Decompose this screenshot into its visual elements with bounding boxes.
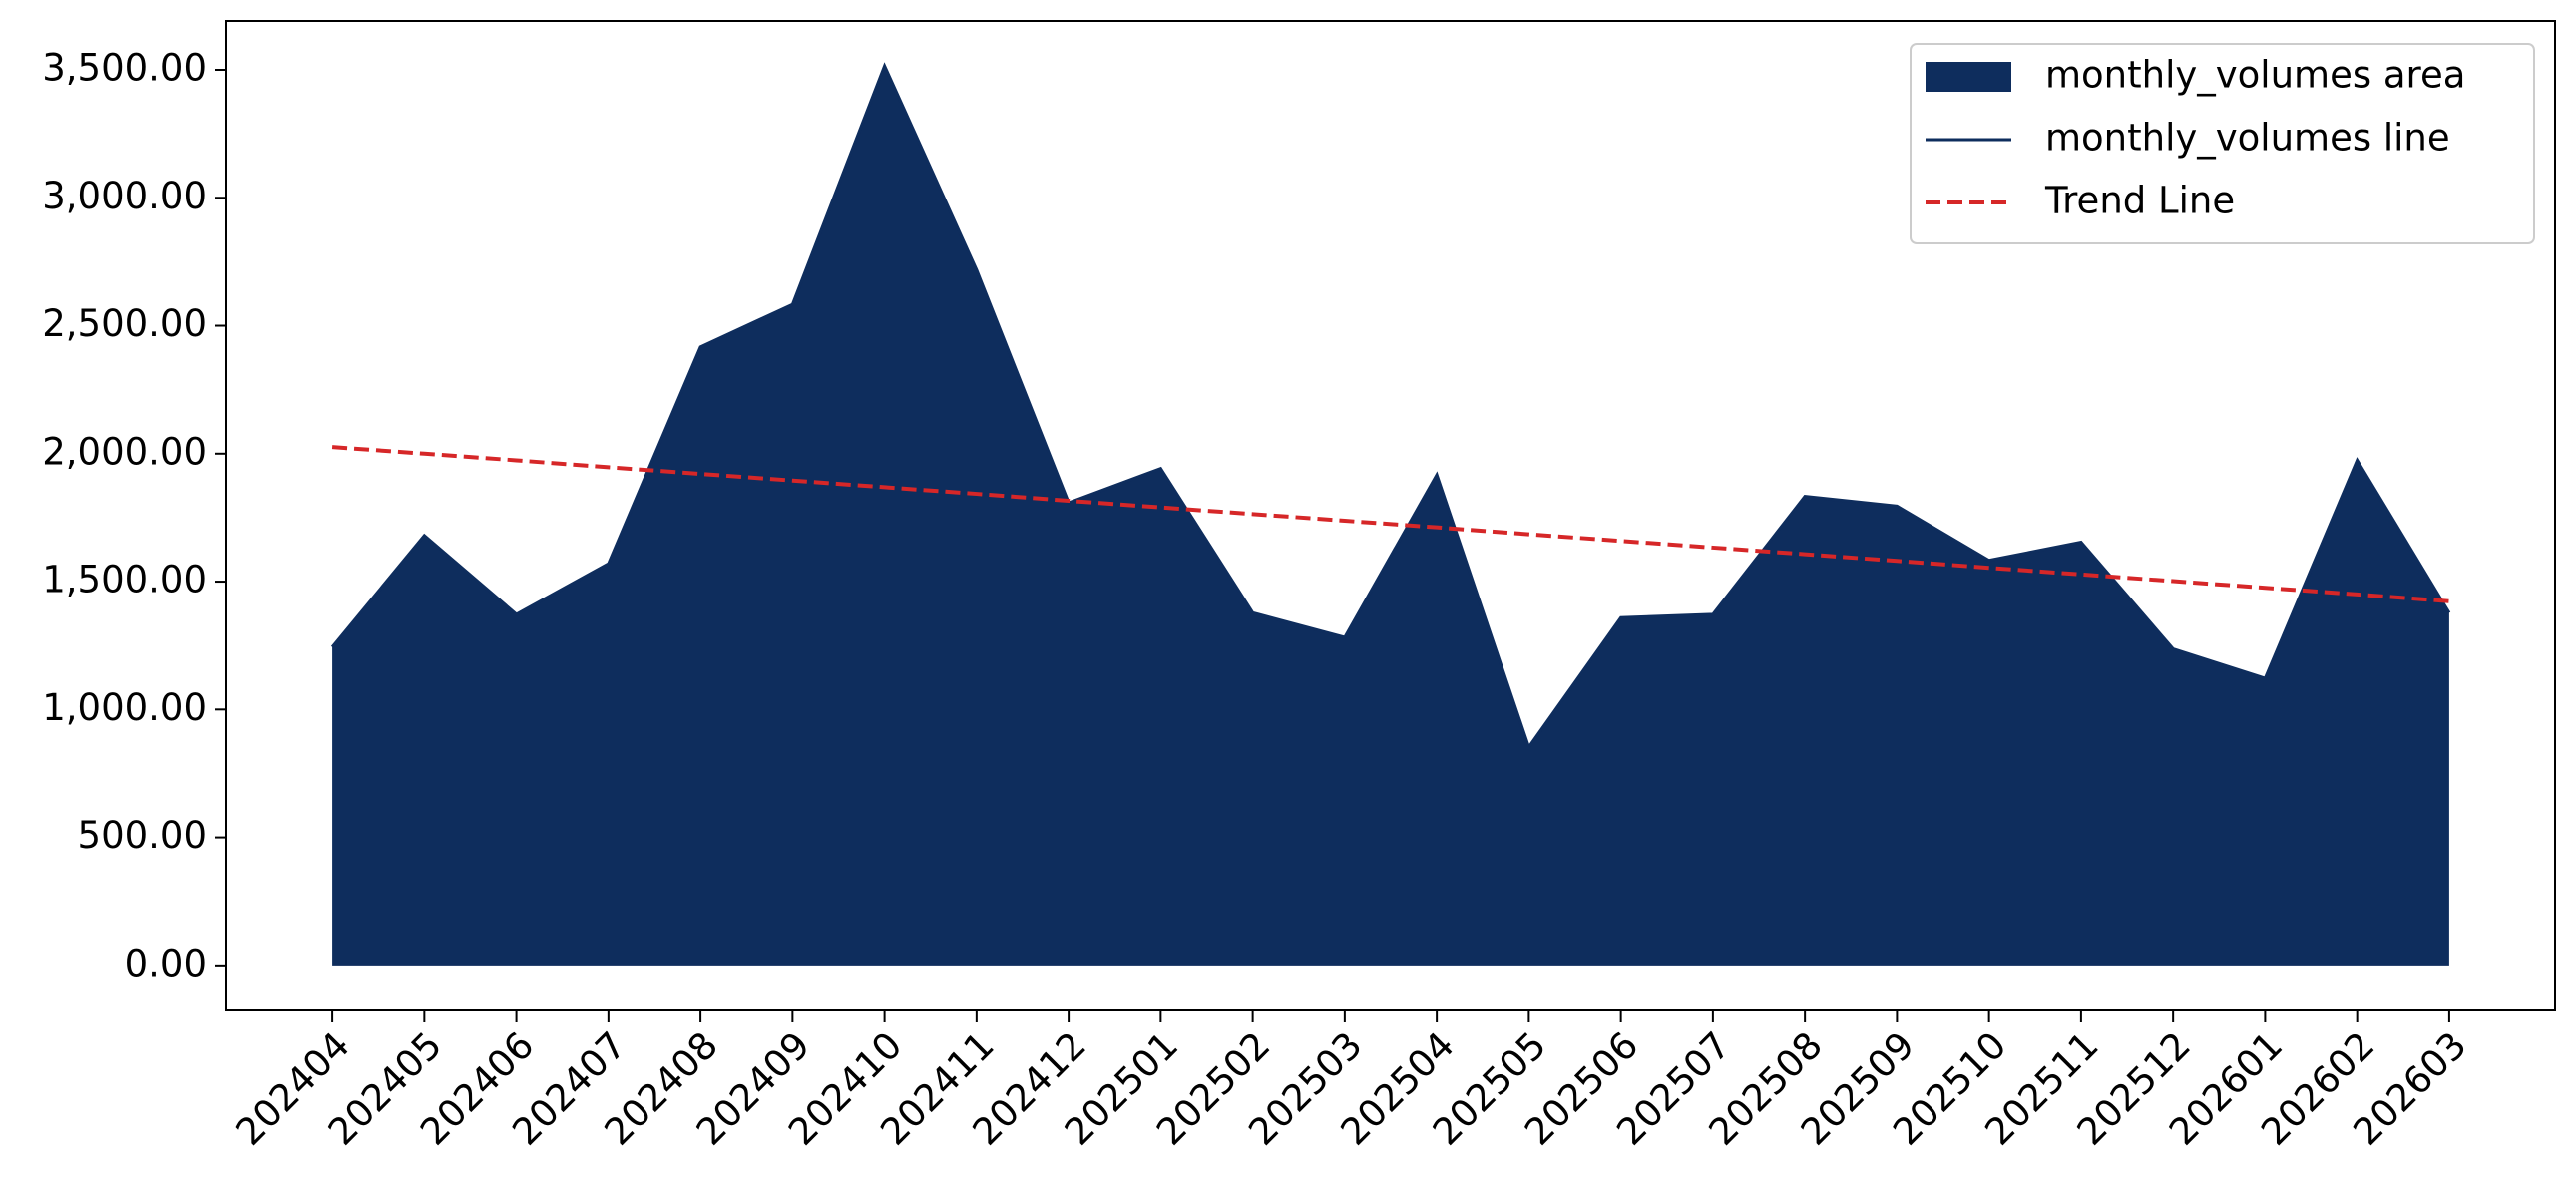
y-tick-label: 2,000.00 [42,430,207,473]
plot-frame [225,20,2556,1011]
area [332,66,2449,966]
legend: monthly_volumes area monthly_volumes line… [1910,43,2535,244]
legend-label: monthly_volumes line [2045,117,2450,160]
trend-line [331,445,2450,603]
legend-label: monthly_volumes area [2045,54,2465,97]
legend-box [1910,43,2535,244]
legend-swatch [1926,62,2011,92]
y-tick-label: 3,000.00 [42,175,207,217]
y-tick-label: 3,500.00 [42,46,207,89]
y-tick-label: 1,500.00 [42,559,207,601]
legend-label: Trend Line [2044,180,2235,222]
y-tick-label: 0.00 [125,942,207,985]
y-tick-label: 2,500.00 [42,302,207,345]
line [330,62,2451,751]
y-tick-label: 500.00 [78,814,207,857]
y-tick-label: 1,000.00 [42,686,207,729]
